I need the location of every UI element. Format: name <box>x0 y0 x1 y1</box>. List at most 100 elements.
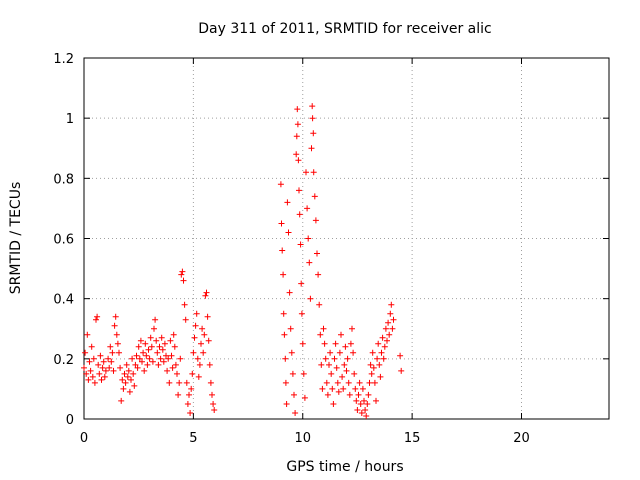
data-point <box>144 361 151 368</box>
data-point <box>122 379 129 386</box>
data-point <box>202 292 209 299</box>
data-points <box>81 103 405 419</box>
data-point <box>190 349 197 356</box>
data-point <box>349 325 355 332</box>
data-point <box>319 385 326 392</box>
data-point <box>171 343 178 350</box>
data-point <box>278 220 285 227</box>
data-point <box>342 343 349 350</box>
data-point <box>378 349 385 356</box>
data-point <box>293 133 300 140</box>
data-point <box>180 277 187 284</box>
data-point <box>286 289 293 296</box>
data-point <box>374 355 381 362</box>
data-point <box>371 379 378 386</box>
data-point <box>335 388 342 395</box>
data-point <box>321 340 328 347</box>
data-point <box>165 355 172 362</box>
data-point <box>94 313 101 320</box>
data-point <box>358 410 365 416</box>
data-point <box>129 355 136 362</box>
data-point <box>363 413 370 419</box>
data-point <box>294 121 301 128</box>
data-point <box>143 352 150 359</box>
data-point <box>95 361 102 368</box>
data-point <box>112 313 119 320</box>
data-point <box>282 379 289 386</box>
data-point <box>310 130 317 137</box>
data-point <box>93 316 99 323</box>
data-point <box>336 349 343 356</box>
data-point <box>110 367 117 374</box>
data-point <box>327 349 334 356</box>
data-point <box>207 379 214 386</box>
data-point <box>317 331 324 338</box>
data-point <box>100 358 107 365</box>
data-point <box>189 370 196 377</box>
chart-title: Day 311 of 2011, SRMTID for receiver ali… <box>198 21 491 37</box>
data-point <box>82 349 89 356</box>
y-axis-label: SRMTID / TECUs <box>8 182 24 295</box>
y-tick-label: 1.2 <box>53 52 74 67</box>
data-point <box>365 391 372 398</box>
data-point <box>280 310 287 317</box>
data-point <box>344 355 351 362</box>
data-point <box>277 181 284 188</box>
data-point <box>292 410 299 416</box>
data-point <box>289 370 296 377</box>
data-point <box>345 379 352 386</box>
data-point <box>169 364 176 371</box>
data-point <box>160 358 167 365</box>
y-tick-label: 1 <box>66 112 74 127</box>
data-point <box>295 157 302 164</box>
data-point <box>152 316 159 323</box>
data-point <box>356 379 363 386</box>
data-point <box>305 235 312 242</box>
data-point <box>209 391 215 398</box>
data-point <box>397 352 404 359</box>
data-point <box>151 325 157 332</box>
y-tick-label: 0 <box>66 413 74 428</box>
data-point <box>307 295 314 302</box>
data-point <box>98 376 105 383</box>
data-point <box>199 325 206 332</box>
data-point <box>311 193 318 200</box>
data-point <box>326 361 332 368</box>
data-point <box>200 349 207 356</box>
data-point <box>299 340 306 347</box>
data-point <box>386 331 393 338</box>
data-point <box>85 376 92 383</box>
data-point <box>131 382 138 389</box>
data-point <box>97 352 104 359</box>
data-point <box>296 211 303 218</box>
data-point <box>362 407 369 413</box>
data-point <box>303 169 309 176</box>
data-point <box>287 325 294 332</box>
x-tick-label: 15 <box>404 431 421 446</box>
data-point <box>141 367 148 374</box>
data-point <box>283 401 290 407</box>
data-point <box>172 361 179 368</box>
y-tick-label: 0.8 <box>53 172 74 187</box>
data-point <box>379 334 386 341</box>
data-point <box>298 310 305 317</box>
data-point <box>195 373 202 380</box>
data-point <box>119 376 126 383</box>
data-point <box>388 301 395 308</box>
x-axis-label: GPS time / hours <box>286 459 403 475</box>
data-point <box>353 397 360 404</box>
data-point <box>194 355 201 362</box>
data-point <box>328 370 335 377</box>
data-point <box>124 373 131 380</box>
x-tick-label: 0 <box>80 431 88 446</box>
y-tick-label: 0.4 <box>53 293 74 308</box>
data-point <box>333 364 340 371</box>
data-point <box>296 187 302 194</box>
data-point <box>188 385 195 392</box>
data-point <box>279 247 286 254</box>
data-point <box>142 340 149 347</box>
data-point <box>308 145 315 152</box>
data-point <box>191 334 198 341</box>
data-point <box>148 343 155 350</box>
data-point <box>154 349 161 356</box>
